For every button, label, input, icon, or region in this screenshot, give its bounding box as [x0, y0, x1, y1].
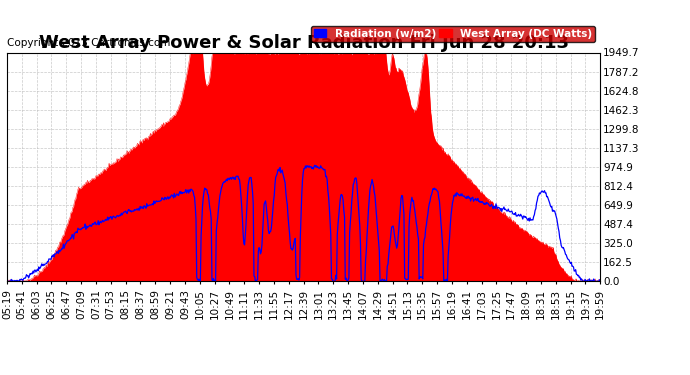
- Legend: Radiation (w/m2), West Array (DC Watts): Radiation (w/m2), West Array (DC Watts): [310, 26, 595, 42]
- Title: West Array Power & Solar Radiation Fri Jun 28 20:13: West Array Power & Solar Radiation Fri J…: [39, 34, 569, 53]
- Text: Copyright 2013 Cartronics.com: Copyright 2013 Cartronics.com: [7, 38, 170, 48]
